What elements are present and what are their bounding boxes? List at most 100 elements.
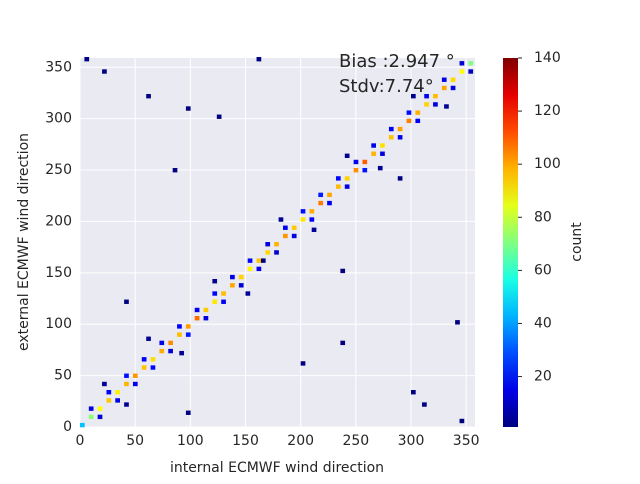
y-axis-label: external ECMWF wind direction (16, 133, 32, 351)
cell (115, 398, 120, 403)
cell (150, 365, 156, 370)
x-tick-label: 150 (232, 433, 259, 449)
cell (424, 93, 429, 99)
cell (397, 126, 403, 132)
cell (256, 56, 262, 62)
cell (415, 118, 421, 124)
cell (415, 110, 421, 115)
cell (245, 291, 251, 296)
cell (88, 414, 94, 420)
y-tick-label: 300 (45, 111, 72, 127)
cell (146, 336, 151, 341)
x-tick-label: 250 (342, 433, 369, 449)
cell (124, 299, 129, 304)
cell (260, 258, 266, 263)
cell (283, 233, 288, 239)
cell (397, 135, 403, 140)
cell (115, 390, 120, 395)
cell (194, 307, 200, 313)
y-tick-label: 350 (45, 59, 72, 75)
cell (433, 93, 438, 99)
cell (124, 381, 129, 387)
cell (318, 192, 324, 198)
cell (159, 340, 165, 346)
cell (177, 324, 182, 329)
cell (203, 316, 209, 321)
cell (141, 365, 147, 370)
cell (185, 410, 191, 415)
cell (179, 350, 184, 356)
y-tick-label: 50 (54, 368, 72, 384)
cell (459, 61, 465, 66)
cell (388, 135, 394, 140)
cell (406, 110, 412, 115)
cell (278, 217, 284, 222)
cell (185, 332, 191, 337)
annotation: Bias :2.947 ° (339, 51, 455, 72)
cell (185, 106, 191, 111)
cell (444, 104, 449, 109)
cell (468, 69, 474, 74)
cell (377, 165, 383, 171)
cell (327, 192, 332, 198)
y-tick-label: 250 (45, 162, 72, 178)
x-tick-label: 350 (453, 433, 480, 449)
cell (388, 126, 394, 132)
colorbar-label: count (569, 222, 585, 262)
colorbar-tick-label: 140 (534, 50, 561, 66)
cell (300, 361, 306, 366)
x-tick-label: 0 (76, 433, 85, 449)
cell (380, 151, 385, 156)
colorbar-tick-label: 120 (534, 103, 561, 119)
colorbar (503, 58, 518, 427)
cell (291, 233, 297, 239)
colorbar-tick-label: 20 (534, 369, 552, 385)
cell (283, 225, 288, 230)
cell (422, 402, 427, 407)
cell (291, 225, 297, 230)
cell (203, 307, 209, 313)
cell (185, 324, 191, 329)
cell (335, 176, 341, 181)
cell (132, 373, 138, 378)
cell (353, 159, 359, 165)
colorbar-tick-label: 40 (534, 315, 552, 331)
cell (212, 279, 218, 284)
cell (311, 227, 317, 233)
cell (340, 268, 346, 274)
cell (172, 167, 178, 173)
cell (327, 200, 332, 206)
colorbar-tick-label: 80 (534, 209, 552, 225)
cell (300, 209, 306, 214)
cell (411, 390, 416, 395)
cell (411, 93, 416, 99)
x-tick-label: 200 (287, 433, 314, 449)
cell (344, 176, 350, 181)
x-tick-label: 50 (126, 433, 144, 449)
cell (80, 422, 85, 428)
colorbar-tick-label: 60 (534, 262, 552, 278)
cell (146, 93, 151, 99)
cell (124, 373, 129, 378)
cell (97, 406, 103, 411)
cell (362, 159, 368, 165)
annotation: Stdv:7.74° (339, 76, 434, 97)
cell (380, 143, 385, 148)
cell (397, 176, 403, 181)
y-tick-label: 150 (45, 265, 72, 281)
cell (441, 85, 447, 91)
cell (102, 381, 107, 387)
cell (353, 167, 359, 173)
cell (300, 217, 306, 222)
cell (468, 61, 474, 66)
cell (256, 258, 262, 263)
cell (459, 69, 465, 74)
cell (318, 200, 324, 206)
cell (106, 390, 112, 395)
cell (221, 291, 226, 296)
cell (340, 340, 346, 346)
cell (247, 266, 253, 272)
cell (212, 299, 218, 304)
cell (221, 299, 226, 304)
cell (424, 102, 429, 107)
